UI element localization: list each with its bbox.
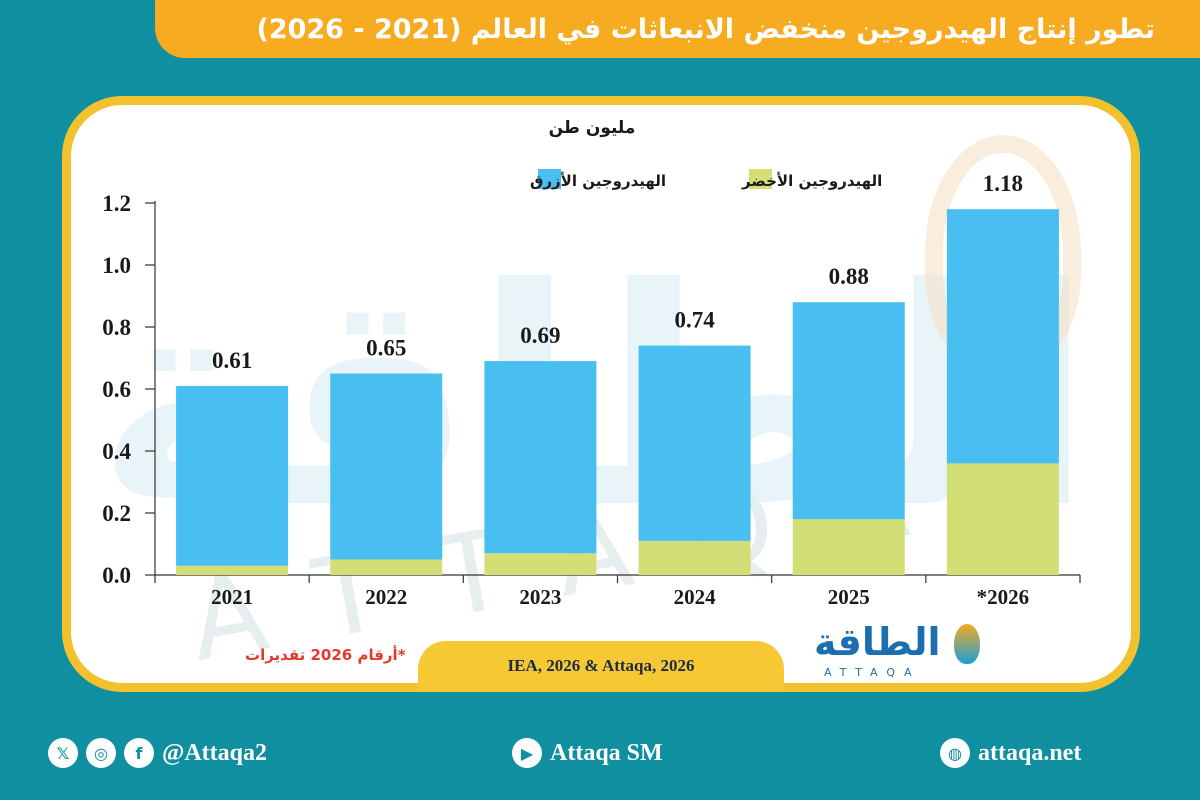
legend-label-green: الهيدروجين الأخضر — [741, 172, 882, 190]
x-tick-label: 2025 — [828, 585, 870, 609]
title-banner: تطور إنتاج الهيدروجين منخفض الانبعاثات ف… — [155, 0, 1200, 58]
source-pill: IEA, 2026 & Attaqa, 2026 — [418, 641, 784, 691]
bar-segment-green — [176, 565, 289, 575]
bar-segment-blue — [484, 361, 597, 554]
flame-drop-icon — [954, 624, 980, 664]
website-link[interactable]: ◍ attaqa.net — [940, 738, 1081, 768]
youtube-link[interactable]: ▶ Attaqa SM — [512, 738, 663, 768]
bar-segment-blue — [946, 209, 1059, 464]
logo-arabic: الطاقة — [814, 620, 941, 664]
x-tick-label: 2022 — [365, 585, 407, 609]
bar-segment-green — [946, 463, 1059, 575]
bar-total-label: 0.65 — [366, 336, 406, 361]
bar-total-label: 0.69 — [520, 323, 560, 348]
bar-segment-blue — [792, 302, 905, 520]
website-label[interactable]: attaqa.net — [978, 739, 1082, 766]
bar-segment-blue — [638, 345, 751, 541]
bar-segment-blue — [176, 385, 289, 566]
bar-segment-green — [638, 540, 751, 575]
y-tick-label: 0.8 — [102, 315, 131, 340]
bar-segment-green — [330, 559, 443, 575]
y-tick-label: 1.2 — [102, 191, 131, 216]
attaqa-logo: الطاقة ATTAQA — [814, 618, 984, 688]
facebook-icon[interactable]: f — [124, 738, 154, 768]
y-tick-label: 0.0 — [102, 563, 131, 588]
x-icon[interactable]: 𝕏 — [48, 738, 78, 768]
x-tick-label: 2023 — [519, 585, 561, 609]
y-tick-label: 0.4 — [102, 439, 131, 464]
estimate-note: *أرقام 2026 تقديرات — [245, 646, 406, 664]
y-axis-unit-label: مليون طن — [549, 118, 636, 138]
instagram-icon[interactable]: ◎ — [86, 738, 116, 768]
bar-total-label: 0.88 — [829, 264, 869, 289]
page-title: تطور إنتاج الهيدروجين منخفض الانبعاثات ف… — [256, 13, 1155, 45]
bar-total-label: 0.61 — [212, 348, 252, 373]
bar-total-label: 0.74 — [674, 308, 715, 333]
x-tick-label: *2026 — [977, 585, 1030, 609]
y-tick-label: 1.0 — [102, 253, 131, 278]
social-links: 𝕏 ◎ f @Attaqa2 — [48, 738, 267, 768]
logo-english: ATTAQA — [824, 666, 921, 679]
globe-icon[interactable]: ◍ — [940, 738, 970, 768]
youtube-label[interactable]: Attaqa SM — [550, 739, 663, 766]
bar-total-label: 1.18 — [983, 171, 1023, 196]
bar-segment-green — [792, 519, 905, 575]
social-handle[interactable]: @Attaqa2 — [162, 739, 267, 766]
youtube-icon[interactable]: ▶ — [512, 738, 542, 768]
y-tick-label: 0.2 — [102, 501, 131, 526]
legend-swatch-green — [749, 169, 772, 189]
x-tick-label: 2024 — [674, 585, 717, 609]
legend-label-blue: الهيدروجين الأزرق — [530, 172, 666, 190]
source-text: IEA, 2026 & Attaqa, 2026 — [507, 656, 695, 675]
y-tick-label: 0.6 — [102, 377, 131, 402]
bar-segment-green — [484, 553, 597, 575]
legend-swatch-blue — [538, 169, 561, 189]
bar-segment-blue — [330, 373, 443, 560]
x-tick-label: 2021 — [211, 585, 253, 609]
